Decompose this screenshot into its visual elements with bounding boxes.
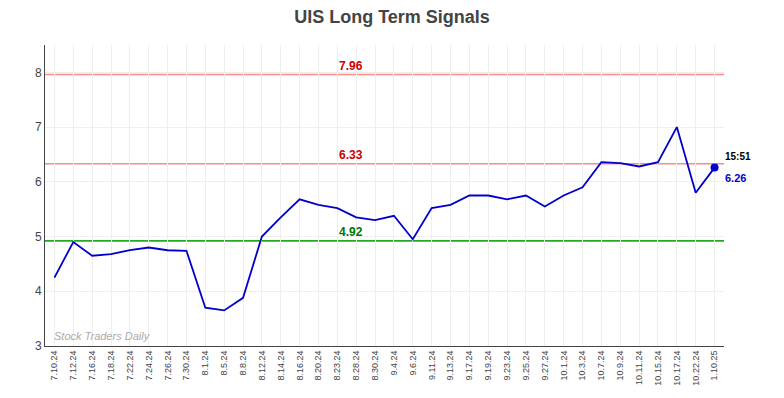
svg-text:9.19.24: 9.19.24 xyxy=(483,351,493,381)
svg-text:10.7.24: 10.7.24 xyxy=(596,351,606,381)
svg-text:9.27.24: 9.27.24 xyxy=(540,351,550,381)
svg-text:Stock Traders Daily: Stock Traders Daily xyxy=(54,330,151,342)
svg-text:7.22.24: 7.22.24 xyxy=(125,351,135,381)
svg-text:10.17.24: 10.17.24 xyxy=(672,351,682,386)
svg-text:8.1.24: 8.1.24 xyxy=(200,351,210,376)
svg-text:7.26.24: 7.26.24 xyxy=(163,351,173,381)
svg-text:15:51: 15:51 xyxy=(725,151,751,162)
svg-text:10.22.24: 10.22.24 xyxy=(691,351,701,386)
svg-text:8.23.24: 8.23.24 xyxy=(332,351,342,381)
svg-text:8.8.24: 8.8.24 xyxy=(238,351,248,376)
svg-text:9.6.24: 9.6.24 xyxy=(408,351,418,376)
svg-text:9.11.24: 9.11.24 xyxy=(427,351,437,380)
svg-text:10.1.24: 10.1.24 xyxy=(559,351,569,381)
svg-text:5: 5 xyxy=(35,230,42,244)
svg-text:9.23.24: 9.23.24 xyxy=(502,351,512,381)
svg-text:7.16.24: 7.16.24 xyxy=(87,351,97,381)
svg-text:7.24.24: 7.24.24 xyxy=(144,351,154,381)
svg-text:8.20.24: 8.20.24 xyxy=(313,351,323,381)
svg-text:7.96: 7.96 xyxy=(339,59,363,73)
svg-text:8.12.24: 8.12.24 xyxy=(257,351,267,381)
svg-text:8.30.24: 8.30.24 xyxy=(370,351,380,381)
svg-text:6.26: 6.26 xyxy=(725,172,746,184)
svg-text:4: 4 xyxy=(35,284,42,298)
svg-text:7.12.24: 7.12.24 xyxy=(68,351,78,381)
svg-text:3: 3 xyxy=(35,339,42,353)
svg-text:10.9.24: 10.9.24 xyxy=(615,351,625,381)
svg-text:1.10.25: 1.10.25 xyxy=(709,351,719,381)
svg-text:7.18.24: 7.18.24 xyxy=(106,351,116,381)
svg-text:4.92: 4.92 xyxy=(339,225,363,239)
svg-text:7.10.24: 7.10.24 xyxy=(49,351,59,381)
svg-text:8.16.24: 8.16.24 xyxy=(295,351,305,381)
svg-text:7: 7 xyxy=(35,120,42,134)
svg-text:8.14.24: 8.14.24 xyxy=(276,351,286,381)
svg-text:9.13.24: 9.13.24 xyxy=(445,351,455,381)
svg-text:8.28.24: 8.28.24 xyxy=(351,351,361,381)
svg-text:6: 6 xyxy=(35,175,42,189)
svg-text:9.4.24: 9.4.24 xyxy=(389,351,399,376)
svg-text:7.30.24: 7.30.24 xyxy=(181,351,191,381)
svg-text:9.25.24: 9.25.24 xyxy=(521,351,531,381)
svg-text:UIS Long Term Signals: UIS Long Term Signals xyxy=(294,7,490,27)
svg-text:8.5.24: 8.5.24 xyxy=(219,351,229,376)
svg-text:10.11.24: 10.11.24 xyxy=(634,351,644,385)
svg-text:10.15.24: 10.15.24 xyxy=(653,351,663,386)
svg-text:10.3.24: 10.3.24 xyxy=(577,351,587,381)
svg-text:6.33: 6.33 xyxy=(339,148,363,162)
svg-text:9.17.24: 9.17.24 xyxy=(464,351,474,381)
svg-text:8: 8 xyxy=(35,66,42,80)
